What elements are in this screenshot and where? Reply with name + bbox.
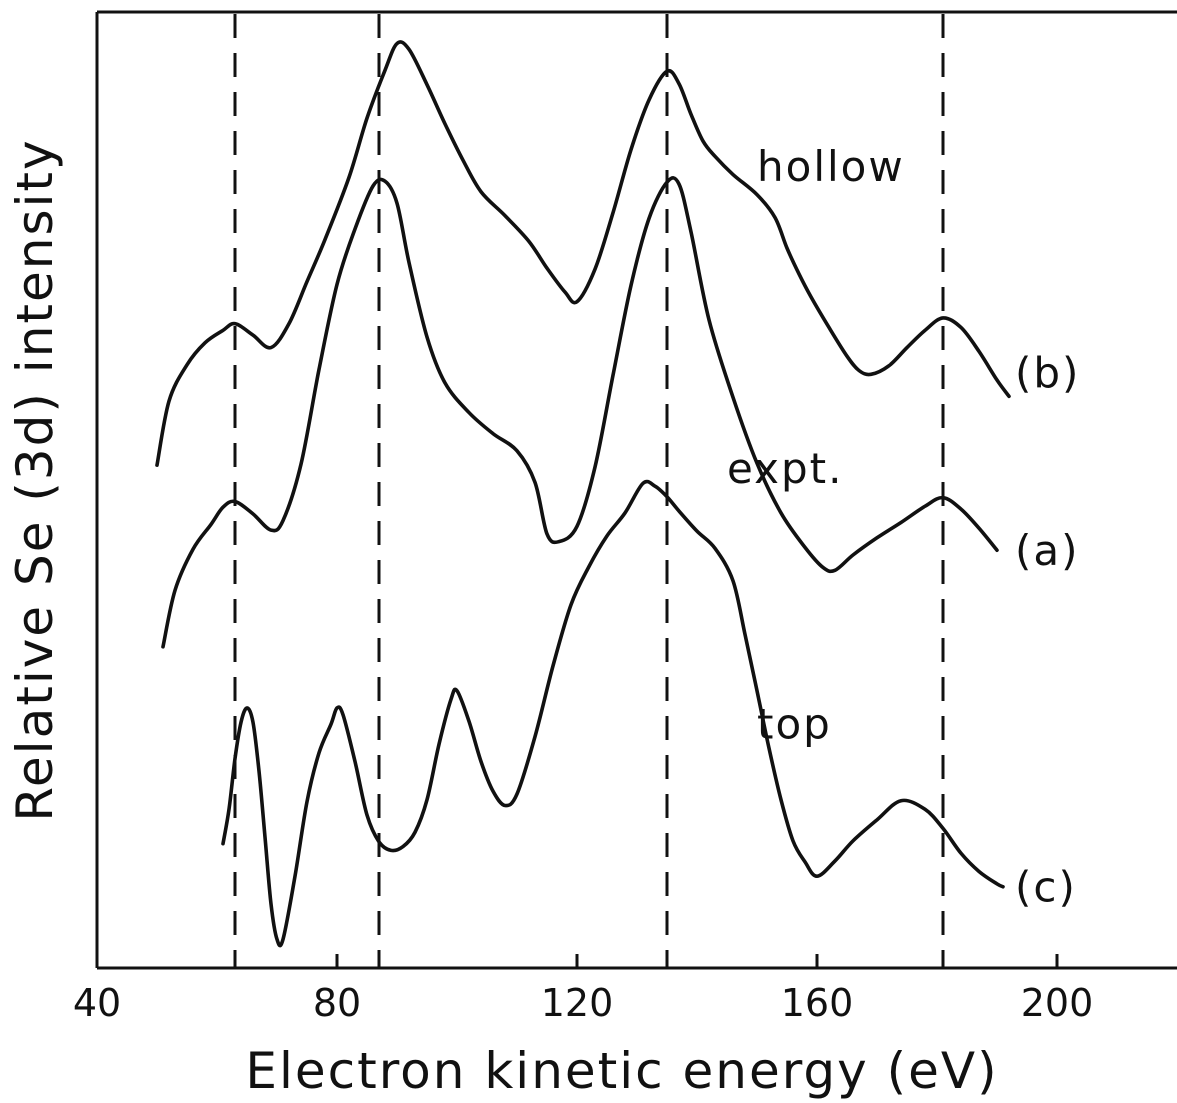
series-line-hollow	[155, 40, 1011, 467]
y-axis-label: Relative Se (3d) intensity	[6, 138, 64, 821]
series-label-top: top	[757, 699, 832, 748]
series-label-hollow: hollow	[757, 142, 905, 191]
x-tick-label-40: 40	[73, 981, 121, 1025]
axes: 40 80 120 160 200	[73, 10, 1177, 1025]
x-axis-label: Electron kinetic energy (eV)	[245, 1042, 998, 1100]
series-labels: hollow (b) expt. (a) top (c)	[727, 142, 1080, 912]
series-line-top	[221, 479, 1005, 948]
x-tick-label-80: 80	[313, 981, 361, 1025]
series-curves	[155, 40, 1011, 948]
x-tick-label-160: 160	[781, 981, 854, 1025]
series-label-expt: expt.	[727, 444, 843, 493]
x-ticks: 40 80 120 160 200	[73, 954, 1093, 1025]
series-tag-top: (c)	[1015, 863, 1077, 912]
x-tick-label-120: 120	[541, 981, 614, 1025]
x-tick-label-200: 200	[1021, 981, 1094, 1025]
series-tag-expt: (a)	[1015, 526, 1080, 575]
reference-lines	[233, 14, 945, 968]
series-tag-hollow: (b)	[1015, 348, 1080, 397]
series-line-expt	[161, 176, 999, 649]
